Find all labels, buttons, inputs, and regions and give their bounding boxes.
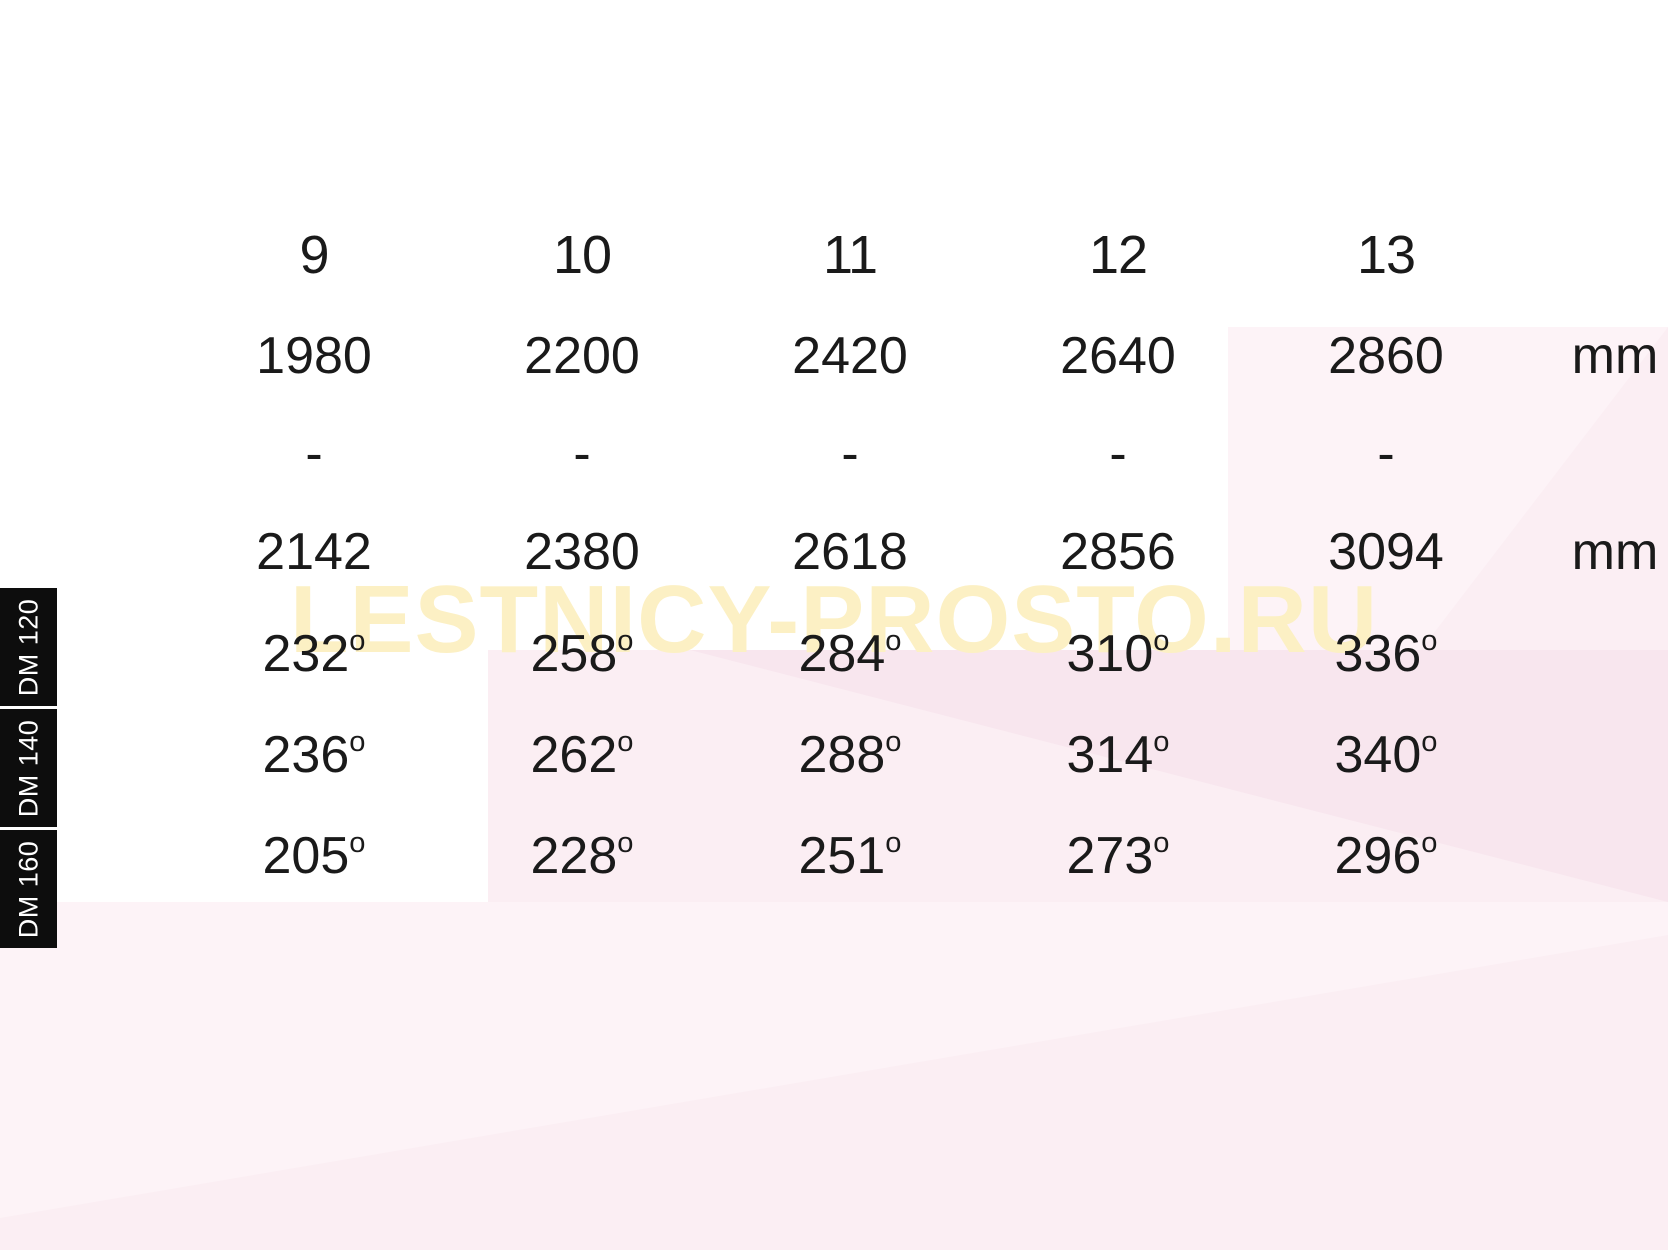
row-unit-label xyxy=(1520,806,1668,907)
degree-symbol: o xyxy=(1421,625,1438,658)
column-header-3: 12 xyxy=(1088,225,1148,285)
cell-range-dash-12: - xyxy=(1109,425,1127,483)
header-unit-cell xyxy=(1520,206,1668,304)
cell-dm-160-angle-9: 205o xyxy=(262,827,366,885)
cell-height-min-11: 2420 xyxy=(792,327,908,385)
row-label-dm-160-text: DM 160 xyxy=(13,840,44,938)
degree-symbol: o xyxy=(885,726,902,759)
spec-table-wrapper: 9 10 11 12 13 1980 2200 2420 2640 2860 mm - - - -… xyxy=(80,206,1658,907)
column-header-2: 11 xyxy=(822,225,878,285)
degree-symbol: o xyxy=(1153,827,1170,860)
table-row: 205o 228o 251o 273o 296o xyxy=(80,806,1668,907)
row-label-dm-120-text: DM 120 xyxy=(13,598,44,696)
cell-dm-160-angle-11: 251o xyxy=(798,827,902,885)
row-unit-label: mm xyxy=(1571,523,1659,581)
degree-symbol: o xyxy=(1421,827,1438,860)
row-lead-cell xyxy=(80,408,180,500)
degree-symbol: o xyxy=(1153,625,1170,658)
cell-dm-120-angle-10: 258o xyxy=(530,625,634,683)
column-header-0: 9 xyxy=(299,225,329,285)
degree-symbol: o xyxy=(885,625,902,658)
cell-dm-120-angle-9: 232o xyxy=(262,625,366,683)
header-lead-cell xyxy=(80,206,180,304)
cell-height-min-10: 2200 xyxy=(524,327,640,385)
degree-symbol: o xyxy=(1421,726,1438,759)
cell-dm-140-angle-12: 314o xyxy=(1066,726,1170,784)
table-header-row: 9 10 11 12 13 xyxy=(80,206,1668,304)
cell-range-dash-10: - xyxy=(573,425,591,483)
table-row: 232o 258o 284o 310o 336o xyxy=(80,604,1668,705)
degree-symbol: o xyxy=(885,827,902,860)
cell-dm-160-angle-13: 296o xyxy=(1334,827,1438,885)
cell-dm-160-angle-10: 228o xyxy=(530,827,634,885)
row-unit-label: mm xyxy=(1571,327,1659,385)
cell-height-min-13: 2860 xyxy=(1328,327,1444,385)
row-label-dm-140-text: DM 140 xyxy=(13,719,44,817)
cell-dm-160-angle-12: 273o xyxy=(1066,827,1170,885)
cell-height-max-13: 3094 xyxy=(1328,523,1444,581)
row-lead-cell xyxy=(80,806,180,907)
row-lead-cell xyxy=(80,604,180,705)
row-lead-cell xyxy=(80,500,180,604)
row-label-dm-120: DM 120 xyxy=(0,588,57,706)
cell-dm-140-angle-10: 262o xyxy=(530,726,634,784)
degree-symbol: o xyxy=(617,726,634,759)
bg-shape-bottom-diagonal xyxy=(0,935,1668,1250)
row-unit-label xyxy=(1520,408,1668,500)
table-row: 236o 262o 288o 314o 340o xyxy=(80,705,1668,806)
cell-range-dash-9: - xyxy=(305,425,323,483)
table-row: 2142 2380 2618 2856 3094 mm xyxy=(80,500,1668,604)
spec-table-body: 1980 2200 2420 2640 2860 mm - - - - -2142 2380 2618 2… xyxy=(80,304,1668,907)
column-header-1: 10 xyxy=(552,225,612,285)
cell-height-max-10: 2380 xyxy=(524,523,640,581)
row-unit-label xyxy=(1520,705,1668,806)
cell-height-min-12: 2640 xyxy=(1060,327,1176,385)
cell-height-max-12: 2856 xyxy=(1060,523,1176,581)
cell-dm-120-angle-11: 284o xyxy=(798,625,902,683)
row-lead-cell xyxy=(80,705,180,806)
cell-dm-140-angle-13: 340o xyxy=(1334,726,1438,784)
cell-dm-140-angle-11: 288o xyxy=(798,726,902,784)
table-row: 1980 2200 2420 2640 2860 mm xyxy=(80,304,1668,408)
cell-dm-120-angle-13: 336o xyxy=(1334,625,1438,683)
row-unit-label xyxy=(1520,604,1668,705)
cell-range-dash-11: - xyxy=(841,425,859,483)
cell-height-max-9: 2142 xyxy=(256,523,372,581)
table-row: ----- xyxy=(80,408,1668,500)
degree-symbol: o xyxy=(617,827,634,860)
row-label-dm-160: DM 160 xyxy=(0,830,57,948)
row-lead-cell xyxy=(80,304,180,408)
row-label-dm-140: DM 140 xyxy=(0,709,57,827)
cell-height-max-11: 2618 xyxy=(792,523,908,581)
cell-dm-140-angle-9: 236o xyxy=(262,726,366,784)
degree-symbol: o xyxy=(1153,726,1170,759)
cell-height-min-9: 1980 xyxy=(256,327,372,385)
degree-symbol: o xyxy=(349,726,366,759)
column-header-4: 13 xyxy=(1356,225,1416,285)
degree-symbol: o xyxy=(617,625,634,658)
cell-range-dash-13: - xyxy=(1377,425,1395,483)
degree-symbol: o xyxy=(349,625,366,658)
bg-shape-bottom-band xyxy=(0,902,1668,1250)
spec-table: 9 10 11 12 13 1980 2200 2420 2640 2860 mm - - - -… xyxy=(80,206,1668,907)
cell-dm-120-angle-12: 310o xyxy=(1066,625,1170,683)
degree-symbol: o xyxy=(349,827,366,860)
